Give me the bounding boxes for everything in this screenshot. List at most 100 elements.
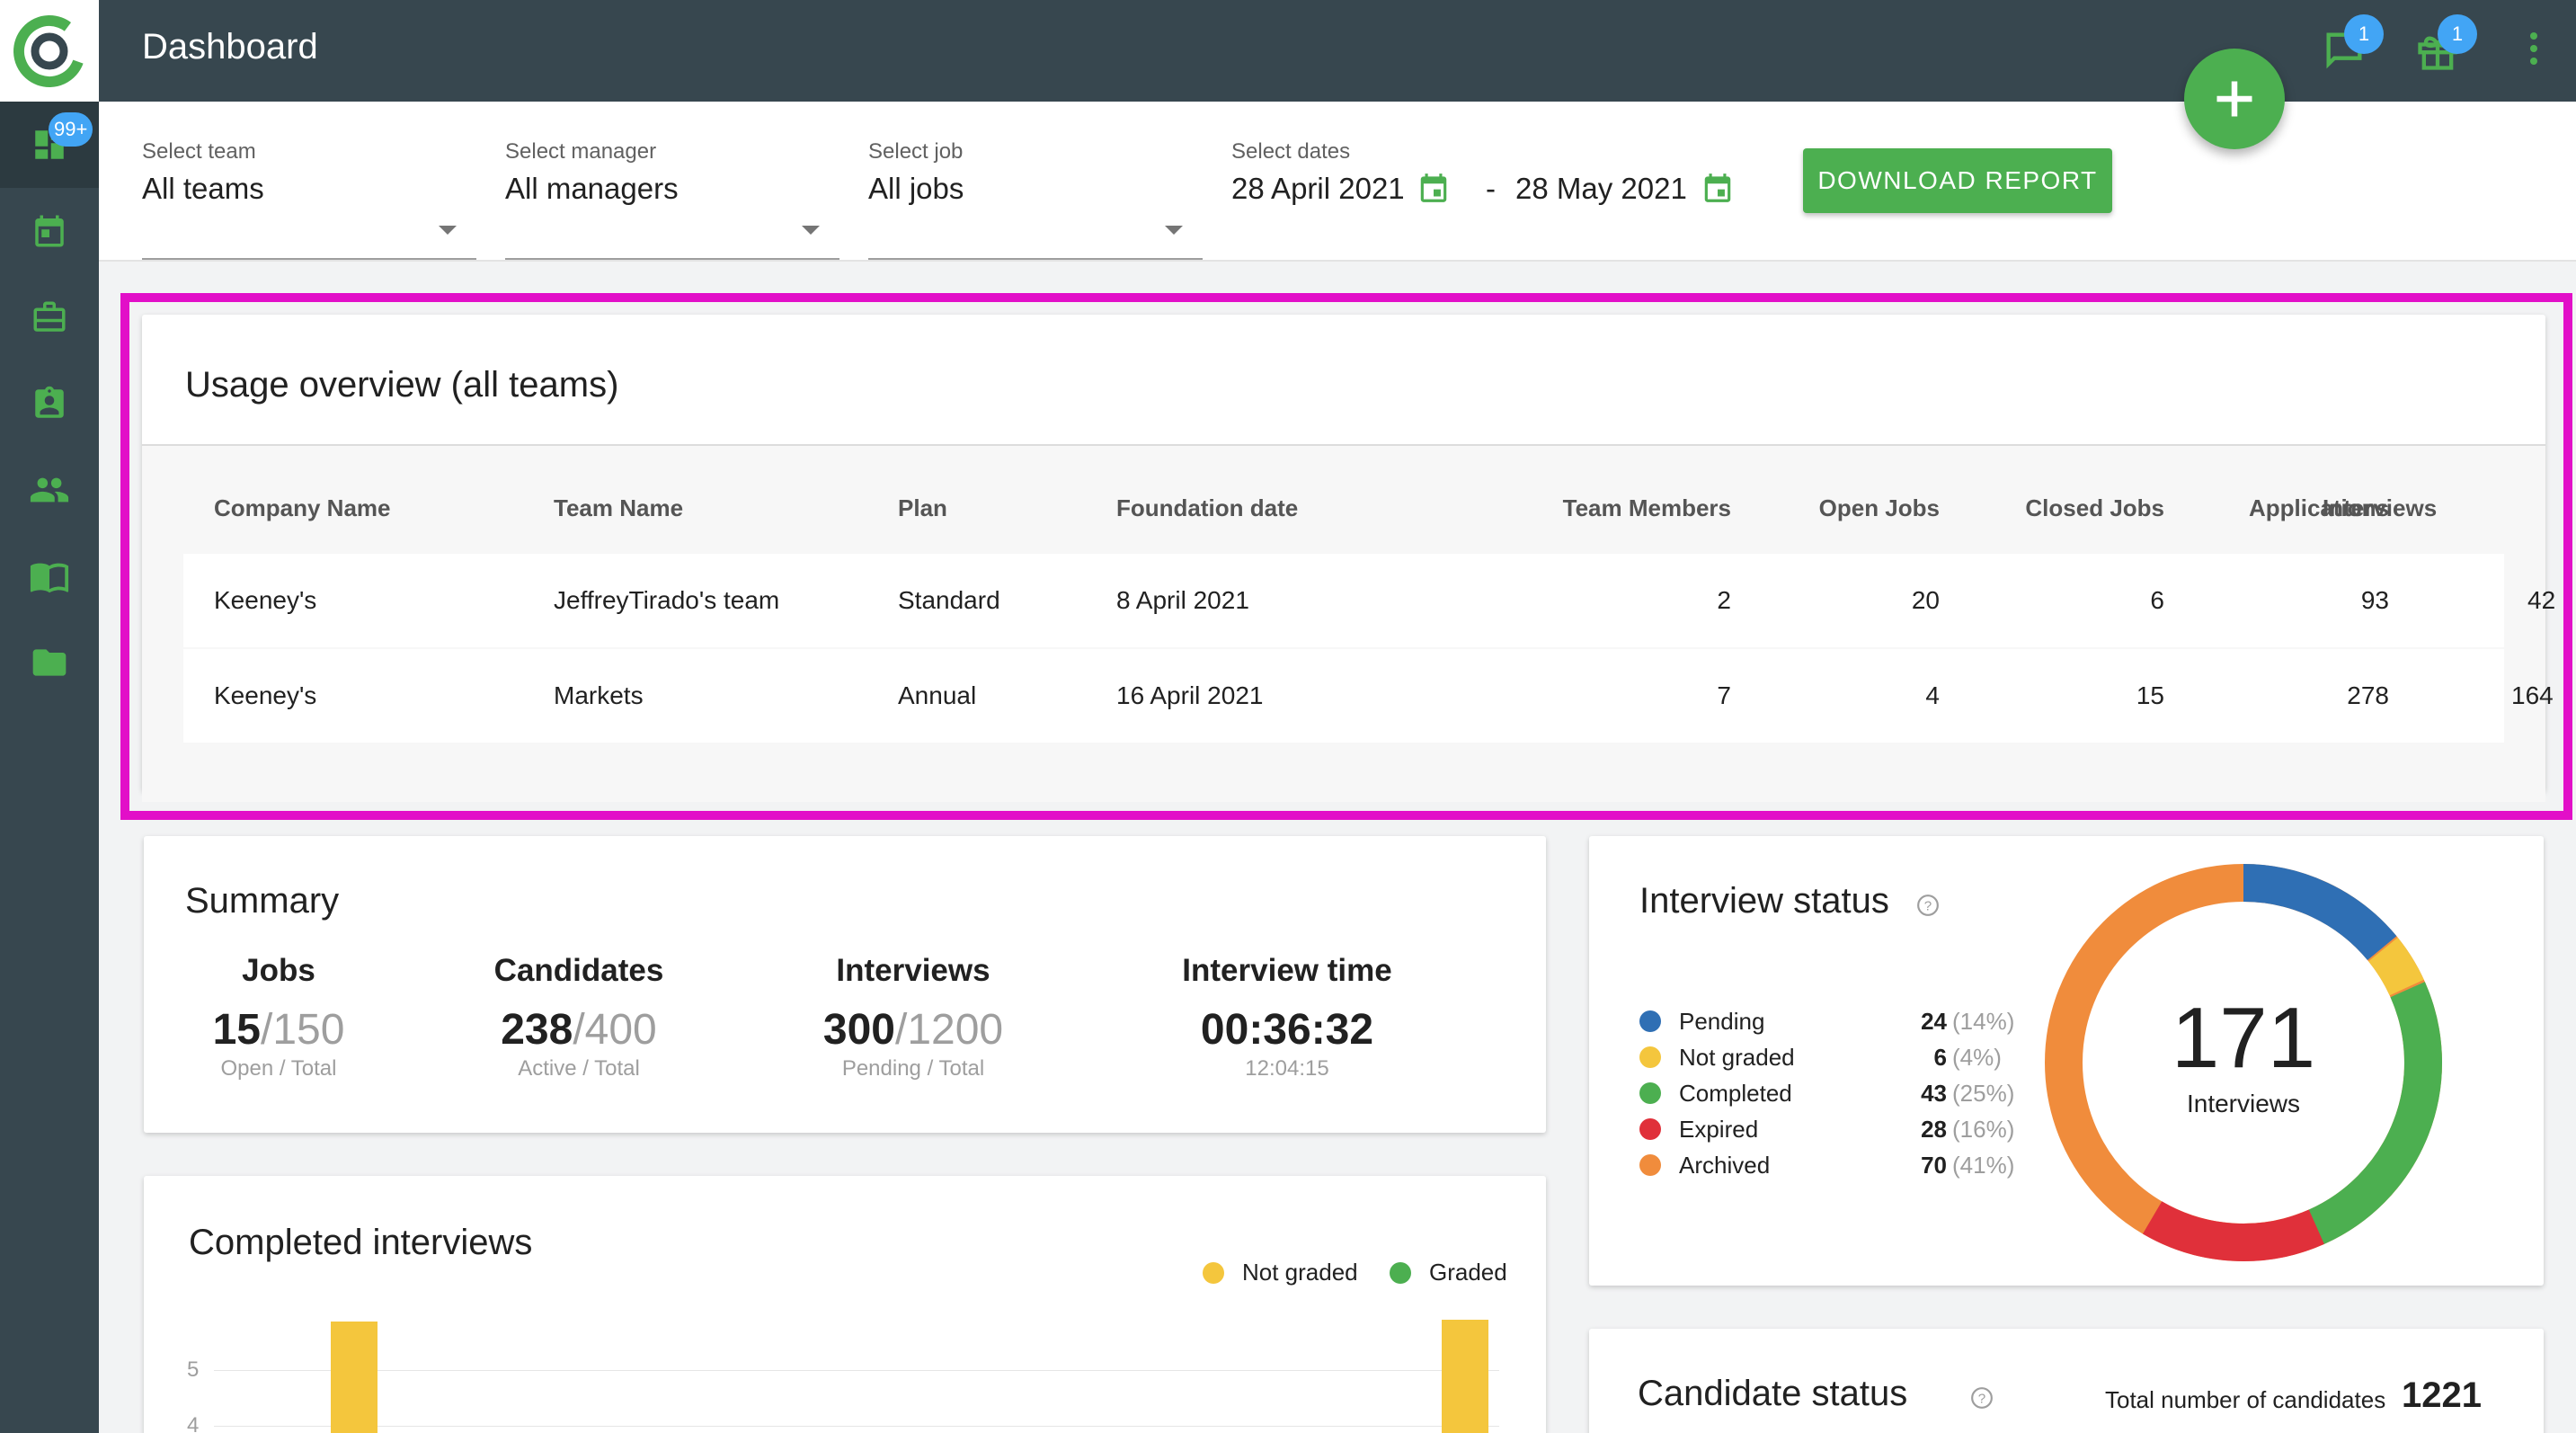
cell-open-jobs: 4 <box>1925 681 1940 709</box>
y-tick-label: 5 <box>187 1357 200 1382</box>
plus-icon <box>2216 81 2252 117</box>
people-icon <box>30 477 69 503</box>
logo-icon <box>13 14 85 87</box>
legend-value: 70 <box>1921 1151 1947 1179</box>
messages-badge: 1 <box>2344 14 2384 54</box>
folder-icon <box>32 649 67 676</box>
svg-text:?: ? <box>1978 1391 1985 1406</box>
legend-dot <box>1390 1261 1411 1284</box>
legend-dot <box>1639 1154 1661 1176</box>
summary-jobs: Jobs 15/150 Open / Total <box>144 953 413 1081</box>
legend-percent: (25%) <box>1952 1079 2015 1107</box>
select-job[interactable]: Select job All jobs <box>868 139 1203 260</box>
donut-total: 171 <box>2171 990 2316 1086</box>
sidebar-item-jobs[interactable] <box>0 274 99 360</box>
sidebar-item-team[interactable] <box>0 447 99 533</box>
legend-item: Not graded <box>1203 1259 1358 1286</box>
cell-interviews: 164 <box>2511 681 2554 709</box>
legend-label: Not graded <box>1679 1043 1795 1071</box>
app-logo[interactable] <box>0 0 99 102</box>
cell-closed-jobs: 6 <box>2150 586 2164 614</box>
summary-interviews-label: Interviews <box>836 953 990 988</box>
select-team[interactable]: Select team All teams <box>142 139 476 260</box>
help-icon[interactable]: ? <box>1916 894 1940 917</box>
summary-time-label: Interview time <box>1182 953 1392 988</box>
interview-status-card: Interview status ? Pending 24 (14%) Not … <box>1589 836 2544 1286</box>
column-header: Foundation date <box>1116 494 1299 521</box>
sidebar-item-files[interactable] <box>0 619 99 706</box>
select-underline <box>142 258 476 260</box>
top-bar: Dashboard 1 1 <box>99 0 2576 102</box>
contact-badge-icon <box>35 386 64 418</box>
sidebar-item-dashboard[interactable]: 99+ <box>0 102 99 188</box>
download-report-button[interactable]: DOWNLOAD REPORT <box>1803 148 2112 213</box>
gifts-button[interactable]: 1 <box>2414 14 2477 77</box>
select-dates-label: Select dates <box>1231 139 1351 164</box>
sidebar-item-candidates[interactable] <box>0 360 99 447</box>
sidebar-item-calendar[interactable] <box>0 188 99 274</box>
calendar-from-icon[interactable] <box>1417 170 1451 206</box>
chevron-down-icon <box>439 226 457 235</box>
select-job-value: All jobs <box>868 172 964 205</box>
status-legend-not-graded: Not graded 6 (4%) <box>1639 1039 2002 1075</box>
help-icon[interactable]: ? <box>1970 1386 1994 1410</box>
legend-dot <box>1203 1261 1224 1284</box>
cell-foundation-date: 16 April 2021 <box>1116 681 1264 709</box>
cell-foundation-date: 8 April 2021 <box>1116 586 1249 614</box>
legend-item: Graded <box>1390 1259 1507 1286</box>
interview-status-title: Interview status <box>1639 881 1889 921</box>
legend-label: Completed <box>1679 1079 1792 1107</box>
calendar-icon <box>35 215 64 247</box>
date-to[interactable]: 28 May 2021 <box>1515 172 1687 205</box>
grid-line <box>214 1370 1499 1371</box>
column-header: Open Jobs <box>1818 494 1940 521</box>
bar-not-graded[interactable] <box>331 1322 378 1433</box>
cell-applications: 278 <box>2347 681 2389 709</box>
legend-value: 43 <box>1921 1079 1947 1107</box>
summary-candidates: Candidates 238/400 Active / Total <box>444 953 714 1081</box>
candidate-status-card: Candidate status ? Total number of candi… <box>1589 1329 2544 1433</box>
legend-percent: (41%) <box>1952 1151 2015 1179</box>
summary-candidates-total: /400 <box>573 1006 657 1054</box>
more-menu-button[interactable] <box>2527 31 2540 67</box>
column-header: Team Name <box>554 494 684 521</box>
y-tick-label: 4 <box>187 1413 200 1433</box>
legend-value: 24 <box>1921 1007 1947 1035</box>
summary-title: Summary <box>185 881 340 921</box>
svg-text:?: ? <box>1924 898 1932 913</box>
cell-interviews: 42 <box>2527 586 2556 614</box>
cell-closed-jobs: 15 <box>2136 681 2164 709</box>
summary-candidates-sub: Active / Total <box>518 1056 640 1081</box>
total-candidates-value: 1221 <box>2402 1375 2482 1415</box>
date-from[interactable]: 28 April 2021 <box>1231 172 1405 205</box>
select-underline <box>505 258 839 260</box>
status-legend-archived: Archived 70 (41%) <box>1639 1147 2014 1183</box>
column-header: Plan <box>898 494 947 521</box>
cell-team-members: 7 <box>1717 681 1731 709</box>
summary-interviews-sub: Pending / Total <box>841 1056 985 1081</box>
legend-label: Expired <box>1679 1115 1759 1143</box>
filter-bar: Select team All teams Select manager All… <box>99 102 2576 262</box>
legend-percent: (16%) <box>1952 1115 2015 1143</box>
legend-percent: (4%) <box>1952 1043 2002 1071</box>
messages-button[interactable]: 1 <box>2321 14 2384 77</box>
summary-card: Summary Jobs 15/150 Open / Total Candida… <box>144 836 1546 1133</box>
summary-candidates-value: 238 <box>501 1006 573 1054</box>
cell-company: Keeney's <box>214 586 317 614</box>
bar-not-graded[interactable] <box>1442 1320 1488 1433</box>
sidebar-item-library[interactable] <box>0 533 99 619</box>
summary-jobs-value: 15 <box>212 1006 261 1054</box>
add-button[interactable] <box>2184 49 2285 149</box>
legend-dot <box>1639 1082 1661 1104</box>
interview-status-donut <box>2045 864 2442 1261</box>
chevron-down-icon <box>1165 226 1183 235</box>
legend-dot <box>1639 1010 1661 1032</box>
select-manager[interactable]: Select manager All managers <box>505 139 839 260</box>
donut-segment-pending[interactable] <box>2045 864 2442 1261</box>
gifts-badge: 1 <box>2438 14 2477 54</box>
legend-label: Pending <box>1679 1007 1765 1035</box>
table-row[interactable]: Keeney's Markets Annual 16 April 2021 7 … <box>183 649 2554 743</box>
select-team-label: Select team <box>142 139 256 164</box>
table-row[interactable]: Keeney's JeffreyTirado's team Standard 8… <box>183 554 2555 647</box>
calendar-to-icon[interactable] <box>1701 170 1735 206</box>
